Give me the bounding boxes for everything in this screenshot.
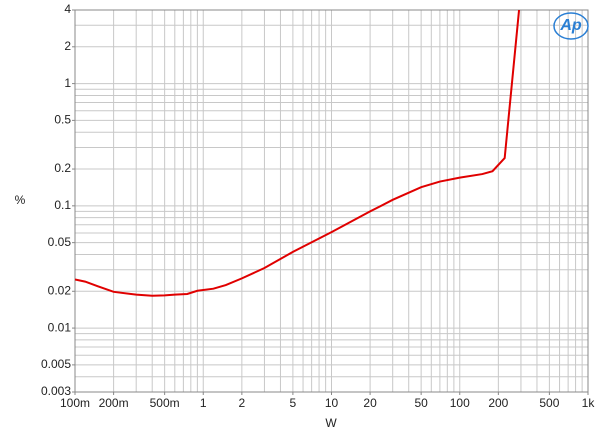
- grid: [74, 9, 589, 393]
- y-axis-label: %: [15, 193, 26, 207]
- x-tick-label: 100m: [60, 396, 90, 410]
- x-axis-label: W: [325, 416, 337, 430]
- y-tick-label: 0.003: [41, 384, 71, 398]
- y-tick-label: 0.2: [54, 161, 71, 175]
- y-tick-label: 4: [64, 2, 71, 16]
- x-tick-label: 500: [539, 396, 559, 410]
- logo: Ap: [553, 12, 589, 40]
- x-tick-label: 5: [290, 396, 297, 410]
- line: [75, 10, 521, 297]
- x-tick-label: 20: [363, 396, 377, 410]
- y-tick-label: 0.05: [48, 235, 72, 249]
- y-tick-label: 0.5: [54, 113, 71, 127]
- x-tick-label: 1: [200, 396, 207, 410]
- y-tick-label: 0.1: [54, 198, 71, 212]
- logo-ring: [553, 12, 589, 40]
- x-tick-label: 50: [414, 396, 428, 410]
- y-tick-label: 0.01: [48, 320, 72, 334]
- y-tick-label: 0.005: [41, 357, 71, 371]
- x-tick-label: 10: [325, 396, 339, 410]
- x-tick-label: 100: [450, 396, 470, 410]
- x-tick-label: 1k: [582, 396, 596, 410]
- y-tick-label: 2: [64, 39, 71, 53]
- y-tick-label: 0.02: [48, 283, 72, 297]
- logo-text: Ap: [559, 17, 582, 34]
- x-tick-label: 2: [239, 396, 246, 410]
- y-tick-label: 1: [64, 76, 71, 90]
- x-tick-label: 200: [488, 396, 508, 410]
- x-tick-label: 500m: [150, 396, 180, 410]
- x-tick-label: 200m: [99, 396, 129, 410]
